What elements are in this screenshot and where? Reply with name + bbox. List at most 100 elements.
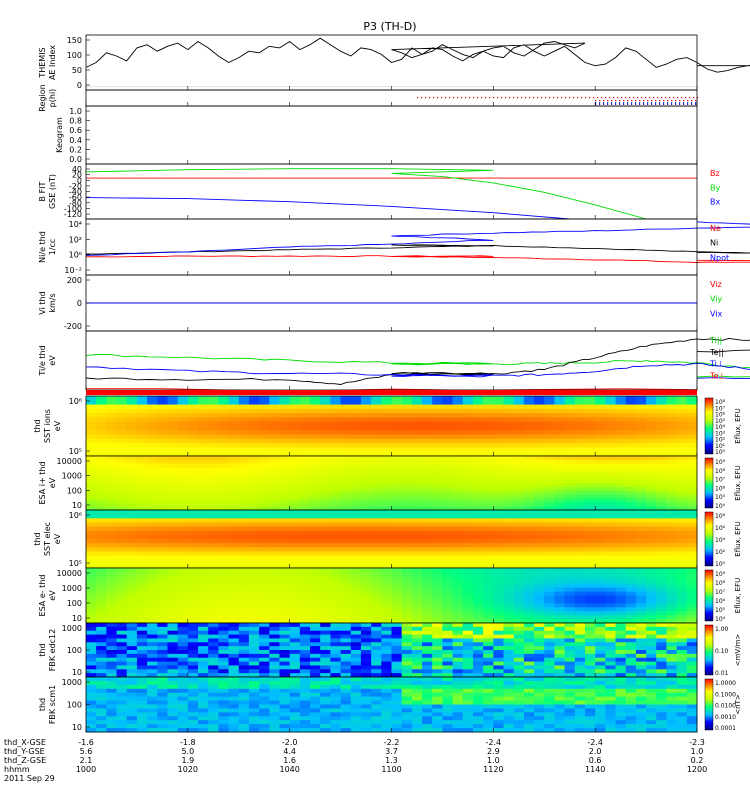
sst_ions-cell <box>320 421 331 427</box>
sst_elec-cell <box>391 534 403 540</box>
esa_ions-cell <box>96 490 107 496</box>
sst_elec-cell <box>493 559 505 565</box>
sst_ions-cell <box>167 417 179 423</box>
fbk_edc12-cell <box>432 650 443 655</box>
fbk_edc12-cell <box>320 638 331 643</box>
sst_elec-cell <box>157 555 168 561</box>
fbk_edc12-cell <box>401 653 413 659</box>
fbk_scm1-cell <box>187 680 199 686</box>
sst_ions-cell <box>595 426 606 431</box>
esa_elec-cell <box>452 595 464 600</box>
fbk_edc12-cell <box>289 673 301 678</box>
sst_elec-cell <box>554 530 566 536</box>
esa_ions-cell <box>279 463 291 469</box>
sst_elec-cell <box>360 534 372 540</box>
esa_elec-cell <box>259 571 270 577</box>
sst_elec-cbar-tick: 10⁴ <box>715 537 726 544</box>
sst_ions-cell <box>86 430 97 436</box>
sst_ions-cell <box>106 421 118 427</box>
sst_ions-cell <box>483 400 494 406</box>
fbk_scm1-cell <box>289 728 301 733</box>
esa_ions-cell <box>483 494 494 499</box>
sst_ions-cell <box>248 430 260 436</box>
esa_elec-cell <box>676 568 688 573</box>
esa_elec-cell <box>116 587 128 593</box>
fbk_edc12-cell <box>411 630 423 636</box>
sst_elec-cell <box>208 559 219 565</box>
sst_elec-cell <box>401 551 413 557</box>
fbk_edc12-cell <box>218 638 230 643</box>
fbk_scm1-cell <box>259 712 270 717</box>
fbk_edc12-cell <box>493 673 505 678</box>
esa_ions-cbar-tick: 10⁸ <box>715 468 726 475</box>
esa_elec-cell <box>269 568 280 573</box>
sst_ions-cell <box>289 413 301 418</box>
fbk_edc12-cell <box>126 673 138 678</box>
esa_ions-cell <box>462 494 474 499</box>
fbk_edc12-cell <box>330 650 342 655</box>
sst_elec-cell <box>503 514 515 519</box>
esa_ions-cell <box>299 502 311 507</box>
sst_elec-cell <box>472 518 484 523</box>
fbk_scm1-cell <box>330 684 342 690</box>
esa_ions-cell <box>625 486 637 492</box>
keogram-ytick-label: 0.2 <box>69 145 82 154</box>
sst_elec-cell <box>656 551 667 557</box>
esa_ions-cell <box>269 471 280 476</box>
esa_elec-cell <box>248 587 260 593</box>
fbk_scm1-cell <box>320 677 331 682</box>
sst_ions-cell <box>584 426 596 431</box>
sst_ions-cell <box>340 421 352 427</box>
esa_ions-cell <box>198 463 209 469</box>
sst_ions-cell <box>96 451 107 457</box>
esa_ions-cell <box>177 463 189 469</box>
fbk_edc12-cell <box>554 646 566 651</box>
sst_elec-cell <box>513 563 525 569</box>
fbk_edc12-cell <box>320 673 331 678</box>
esa_elec-cell <box>503 607 515 612</box>
esa_ions-cell <box>96 475 107 480</box>
sst_ions-cell <box>462 430 474 436</box>
sst_ions-cell <box>595 421 606 427</box>
esa_elec-cell <box>340 587 352 593</box>
fbk_edc12-cell <box>116 673 128 678</box>
fbk_edc12-cell <box>86 638 97 643</box>
fbk_edc12-cell <box>615 661 627 666</box>
fbk_edc12-cell <box>666 653 678 659</box>
sst_elec-cell <box>289 530 301 536</box>
fbk_edc12-cell <box>452 673 464 678</box>
sst_ions-cell <box>371 451 382 457</box>
esa_elec-cell <box>615 611 627 616</box>
sst_ions-cell <box>462 426 474 431</box>
esa_ions-cell <box>401 459 413 465</box>
sst_elec-cell <box>136 522 148 528</box>
fbk_scm1-cell <box>126 704 138 709</box>
sst_elec-cell <box>289 555 301 561</box>
esa_elec-cell <box>299 575 311 581</box>
esa_ions-cell <box>238 506 250 511</box>
sst_elec-cell <box>584 563 596 569</box>
esa_ions-cell <box>493 479 505 484</box>
sst_elec-cell <box>208 514 219 519</box>
sst_elec-cell <box>676 510 688 515</box>
esa_ions-cell <box>625 459 637 465</box>
fbk_scm1-cell <box>136 724 148 729</box>
esa_ions-cbar-tick: 10⁷ <box>715 477 726 484</box>
esa_elec-cell <box>248 615 260 620</box>
sst_ions-cell <box>299 408 311 414</box>
fbk_scm1-cell <box>86 696 97 702</box>
sst_ions-cell <box>595 438 606 444</box>
fbk_edc12-cell <box>574 673 586 678</box>
sst_elec-cell <box>218 534 230 540</box>
esa_elec-cell <box>534 587 545 593</box>
esa_ions-cell <box>411 456 423 461</box>
fbk_edc12-cell <box>656 665 667 670</box>
fbk_scm1-cell <box>360 688 372 694</box>
fbk_edc12-cell <box>320 646 331 651</box>
esa_ions-cell <box>574 471 586 476</box>
esa_ions-cell <box>483 467 494 472</box>
sst_ions-cell <box>564 413 576 418</box>
sst_ions-cell <box>259 396 270 401</box>
esa_ions-cell <box>381 490 392 496</box>
fbk_edc12-cell <box>147 669 158 674</box>
